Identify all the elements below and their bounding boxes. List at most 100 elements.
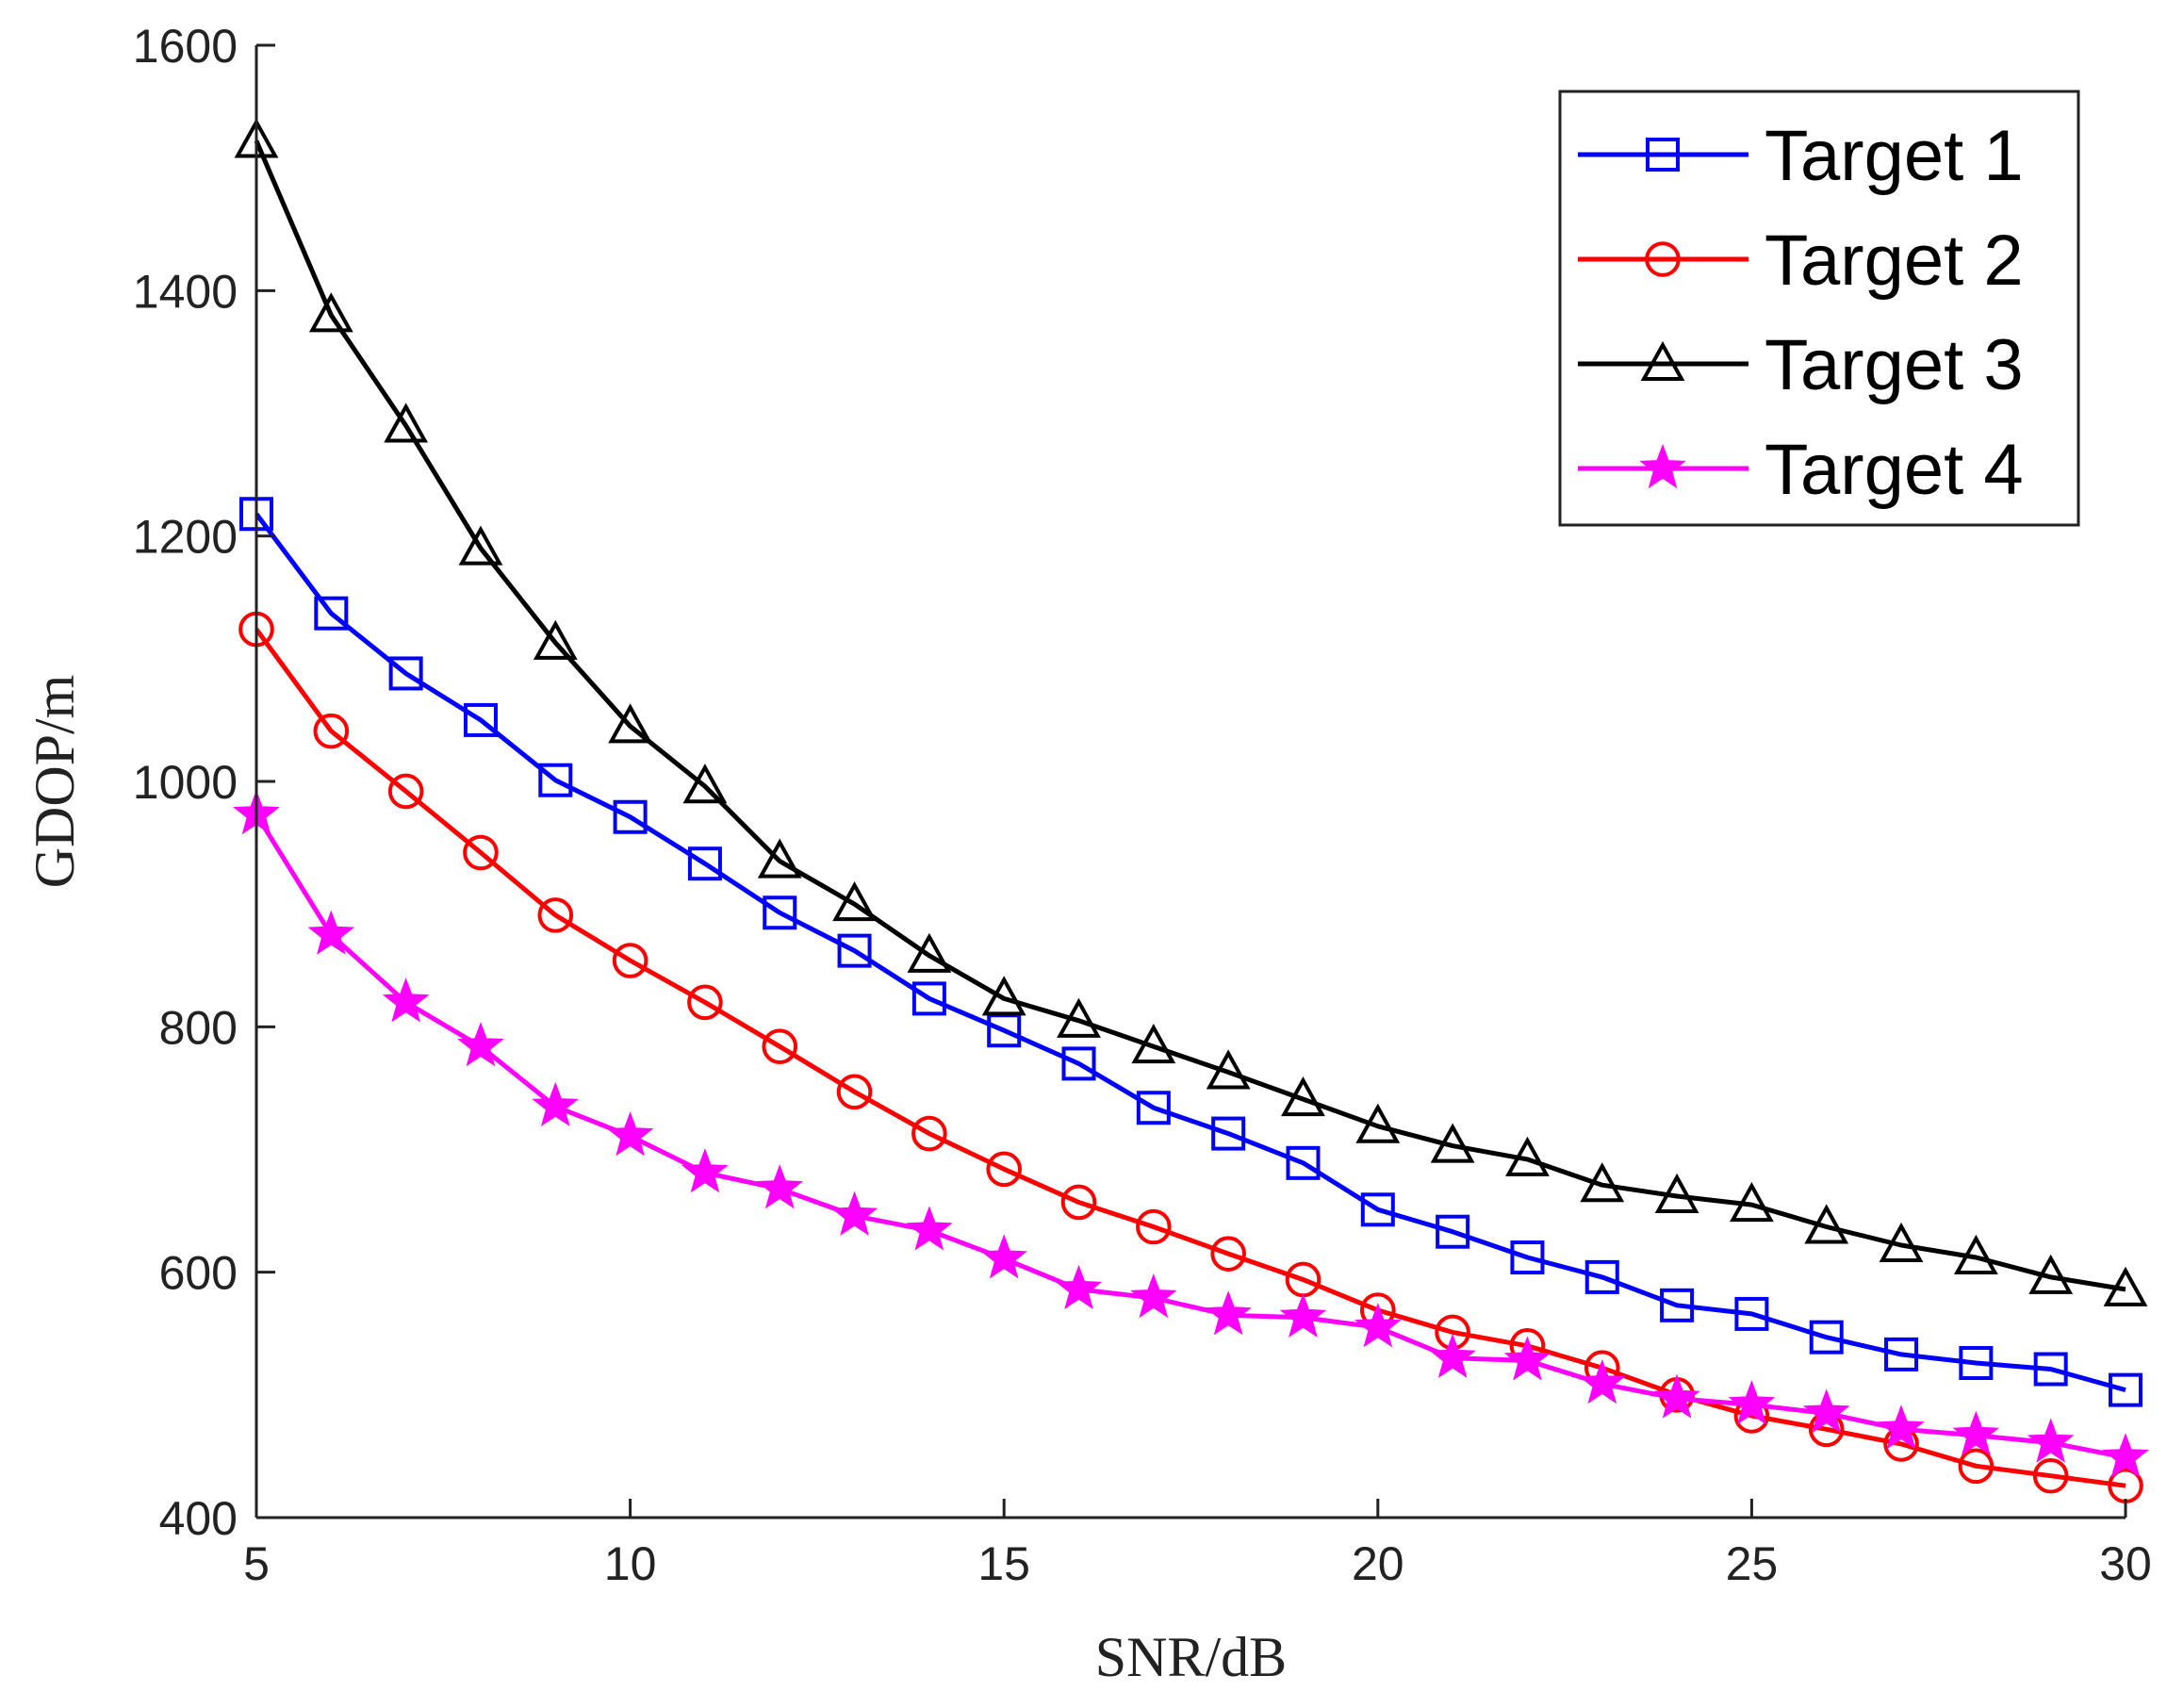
data-point-square (837, 933, 872, 968)
data-point-circle (986, 1151, 1022, 1188)
legend-label: Target 4 (1765, 430, 2024, 510)
data-point-triangle (757, 838, 802, 879)
data-point-circle (2032, 1457, 2069, 1494)
data-point-triangle (682, 764, 728, 804)
data-point-star (532, 1081, 580, 1127)
data-point-triangle (1953, 1234, 1998, 1275)
data-point-square (1884, 1337, 1919, 1371)
data-point-triangle (1730, 1181, 1774, 1223)
data-point-circle (313, 713, 350, 749)
data-point-star (1578, 1359, 1626, 1404)
data-point-star (1639, 443, 1686, 489)
data-point-square (2109, 1372, 2142, 1407)
data-point-star (1354, 1303, 1402, 1348)
data-point-triangle (1131, 1024, 1176, 1064)
data-point-square (911, 981, 946, 1016)
y-tick-label: 800 (159, 1001, 238, 1054)
data-point-circle (1210, 1236, 1246, 1272)
data-point-square (1660, 1288, 1695, 1322)
legend-item: Target 4 (1578, 430, 2024, 510)
x-axis-ticks: 5 10 15 20 25 30 (243, 1499, 2152, 1590)
data-point-star (906, 1206, 953, 1251)
data-point-star (830, 1191, 878, 1236)
axes-layer: 5 10 15 20 25 30 400 600 800 1000 1200 1400 1600 SN… (24, 20, 2152, 1688)
data-point-square (687, 846, 722, 881)
data-point-square (1061, 1046, 1096, 1081)
data-point-square (1809, 1320, 1844, 1355)
data-point-triangle (384, 402, 429, 443)
data-point-square (1136, 1091, 1171, 1125)
data-point-star (457, 1022, 504, 1067)
y-tick-label: 1400 (133, 265, 238, 318)
series-line (254, 512, 2126, 1393)
data-point-triangle (1804, 1204, 1849, 1244)
data-point-triangle (1355, 1103, 1401, 1143)
data-point-circle (762, 1028, 798, 1064)
data-point-square (388, 656, 423, 691)
legend-item: Target 3 (1578, 325, 2024, 405)
data-point-triangle (1430, 1123, 1475, 1163)
data-point-star (1802, 1388, 1850, 1434)
data-point-circle (387, 773, 424, 810)
data-point-circle (1136, 1208, 1172, 1245)
y-axis-title: GDOP/m (24, 675, 86, 889)
legend-label: Target 3 (1765, 325, 2024, 405)
legend: Target 1 Target 2 Target 3 Target 4 (1558, 90, 2080, 527)
legend-item: Target 1 (1578, 116, 2024, 196)
data-point-star (1878, 1404, 1925, 1450)
data-point-star (382, 977, 430, 1023)
legend-item: Target 2 (1578, 221, 2024, 301)
data-point-star (681, 1148, 729, 1193)
data-point-star (1952, 1410, 2000, 1455)
data-point-circle (836, 1074, 873, 1110)
data-point-star (606, 1111, 654, 1157)
x-tick-label: 20 (1352, 1537, 1404, 1590)
data-point-star (756, 1164, 804, 1209)
data-point-square (538, 763, 573, 797)
data-point-triangle (1879, 1222, 1924, 1263)
data-point-square (1959, 1345, 1994, 1380)
data-point-square (463, 702, 498, 737)
data-point-star (1130, 1273, 1177, 1319)
y-tick-label: 400 (159, 1492, 238, 1545)
data-point-star (2027, 1418, 2075, 1463)
data-point-triangle (308, 292, 353, 333)
y-tick-label: 1000 (133, 756, 238, 809)
x-tick-label: 15 (977, 1537, 1030, 1590)
data-point-circle (1645, 241, 1681, 277)
data-point-triangle (1505, 1136, 1550, 1176)
data-point-square (1286, 1145, 1321, 1180)
data-point-circle (537, 897, 574, 933)
data-point-triangle (907, 932, 952, 973)
data-point-star (1429, 1333, 1476, 1378)
data-point-square (2033, 1352, 2068, 1387)
data-point-triangle (2103, 1266, 2148, 1306)
data-point-square (1646, 138, 1680, 172)
data-point-triangle (832, 881, 877, 922)
y-tick-label: 1600 (133, 20, 238, 73)
data-point-star (1728, 1380, 1776, 1425)
x-tick-label: 30 (2099, 1537, 2152, 1590)
data-point-square (314, 596, 349, 631)
data-point-triangle (981, 976, 1026, 1016)
data-point-triangle (533, 619, 578, 660)
y-tick-label: 1200 (133, 511, 238, 564)
series-target-3 (234, 118, 2148, 1306)
data-point-star (1205, 1290, 1252, 1336)
legend-label: Target 2 (1765, 221, 2024, 301)
data-point-square (613, 799, 648, 834)
x-axis-title: SNR/dB (1095, 1626, 1287, 1688)
data-point-circle (612, 943, 648, 978)
data-point-triangle (608, 703, 652, 744)
y-tick-label: 600 (159, 1247, 238, 1300)
data-point-triangle (1057, 997, 1101, 1038)
data-point-triangle (1654, 1173, 1699, 1213)
data-point-circle (687, 984, 723, 1021)
data-point-triangle (2028, 1254, 2074, 1294)
data-point-triangle (458, 525, 503, 566)
data-point-triangle (1206, 1049, 1251, 1090)
data-point-star (1279, 1292, 1327, 1338)
data-point-circle (1060, 1184, 1097, 1221)
x-tick-label: 10 (604, 1537, 657, 1590)
y-axis-ticks: 400 600 800 1000 1200 1400 1600 (133, 20, 275, 1545)
